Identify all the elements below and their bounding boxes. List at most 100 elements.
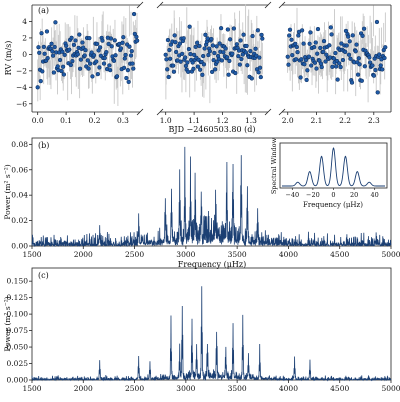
- rv-point: [315, 51, 320, 56]
- rv-point: [214, 44, 219, 49]
- rv-point: [49, 41, 54, 46]
- rv-point: [308, 30, 313, 35]
- rv-point: [343, 49, 348, 55]
- rv-point: [97, 65, 102, 70]
- rv-point: [114, 74, 120, 79]
- rv-point: [293, 57, 299, 62]
- rv-point: [236, 53, 241, 59]
- rv-segment-2: 1.0 1.1 1.2 1.3: [156, 1, 272, 125]
- rv-point: [313, 40, 318, 45]
- rv-point: [191, 66, 196, 71]
- rv-point: [371, 73, 377, 78]
- rv-point: [201, 62, 207, 67]
- rv-point: [258, 74, 263, 80]
- rv-point: [45, 55, 50, 61]
- rv-point: [312, 60, 318, 65]
- y-tick-label: 0.125: [7, 293, 29, 302]
- rv-point: [331, 56, 337, 61]
- rv-point: [87, 61, 93, 66]
- rv-point: [61, 72, 67, 77]
- y-tick-label: 0.100: [7, 310, 29, 319]
- rv-point: [120, 40, 125, 45]
- rv-point: [318, 45, 323, 51]
- rv-point: [86, 66, 91, 71]
- rv-point: [209, 36, 214, 42]
- rv-point: [123, 52, 128, 58]
- rv-point: [305, 68, 310, 73]
- rv-point: [340, 57, 346, 63]
- rv-points: [35, 5, 140, 106]
- rv-point: [100, 38, 105, 43]
- rv-point: [287, 27, 293, 32]
- rv-point: [126, 79, 131, 85]
- x-tick-label: 2000: [74, 250, 93, 259]
- rv-point: [260, 36, 265, 41]
- rv-point: [224, 55, 230, 60]
- x-tick-label: 4500: [330, 384, 349, 393]
- rv-point: [355, 72, 361, 77]
- rv-point: [304, 77, 309, 83]
- rv-point: [168, 56, 173, 61]
- rv-point: [323, 59, 328, 64]
- rv-point: [185, 60, 190, 65]
- rv-point: [346, 34, 351, 39]
- x-tick-label: 2000: [74, 384, 93, 393]
- rv-point: [294, 44, 299, 50]
- rv-point: [243, 50, 248, 55]
- rv-point: [249, 76, 254, 81]
- rv-point: [290, 52, 295, 58]
- rv-point: [231, 26, 237, 31]
- rv-point: [87, 35, 92, 41]
- rv-point: [335, 77, 340, 82]
- rv-point: [39, 31, 44, 36]
- rv-point: [202, 46, 207, 51]
- rv-point: [259, 32, 264, 38]
- rv-point: [102, 55, 107, 61]
- rv-point: [218, 26, 224, 31]
- rv-point: [254, 53, 259, 58]
- rv-point: [339, 41, 344, 46]
- rv-point: [122, 56, 127, 61]
- rv-point: [226, 72, 231, 77]
- rv-point: [240, 52, 245, 57]
- rv-point: [57, 57, 63, 63]
- rv-point: [53, 20, 58, 25]
- rv-point: [71, 42, 77, 48]
- rv-points: [163, 4, 265, 104]
- rv-points: [285, 5, 388, 103]
- y-tick-label: 2: [22, 33, 27, 42]
- y-tick-label: 0.150: [7, 277, 29, 286]
- rv-point: [171, 69, 177, 74]
- rv-point: [210, 43, 216, 48]
- rv-point: [329, 32, 334, 37]
- axis-break-mark: [278, 108, 286, 116]
- rv-point: [253, 46, 258, 51]
- rv-point: [225, 27, 231, 32]
- axis-break-mark: [156, 108, 164, 116]
- x-tick-label: 2.0: [282, 116, 294, 125]
- rv-point: [111, 58, 117, 63]
- axis-break-mark: [278, 1, 286, 9]
- rv-point: [200, 53, 206, 59]
- rv-point: [55, 64, 60, 69]
- x-tick-label: 0.3: [117, 116, 129, 125]
- rv-point: [197, 43, 202, 49]
- rv-point: [286, 62, 291, 67]
- rv-point: [35, 85, 40, 90]
- rv-point: [94, 41, 100, 47]
- rv-point: [83, 48, 88, 53]
- rv-point: [375, 90, 380, 95]
- rv-point: [209, 69, 215, 75]
- rv-point: [108, 36, 114, 41]
- x-tick-label: 2.3: [368, 116, 380, 125]
- rv-point: [121, 35, 126, 40]
- rv-point: [212, 50, 217, 56]
- rv-point: [373, 67, 378, 73]
- y-tick-label: 0: [22, 50, 27, 59]
- rv-point: [319, 64, 324, 70]
- rv-point: [70, 58, 75, 64]
- x-tick-label: 1.0: [160, 116, 172, 125]
- rv-point: [257, 65, 263, 70]
- rv-point: [174, 49, 179, 55]
- inset-x-tick-label: 0: [331, 191, 335, 199]
